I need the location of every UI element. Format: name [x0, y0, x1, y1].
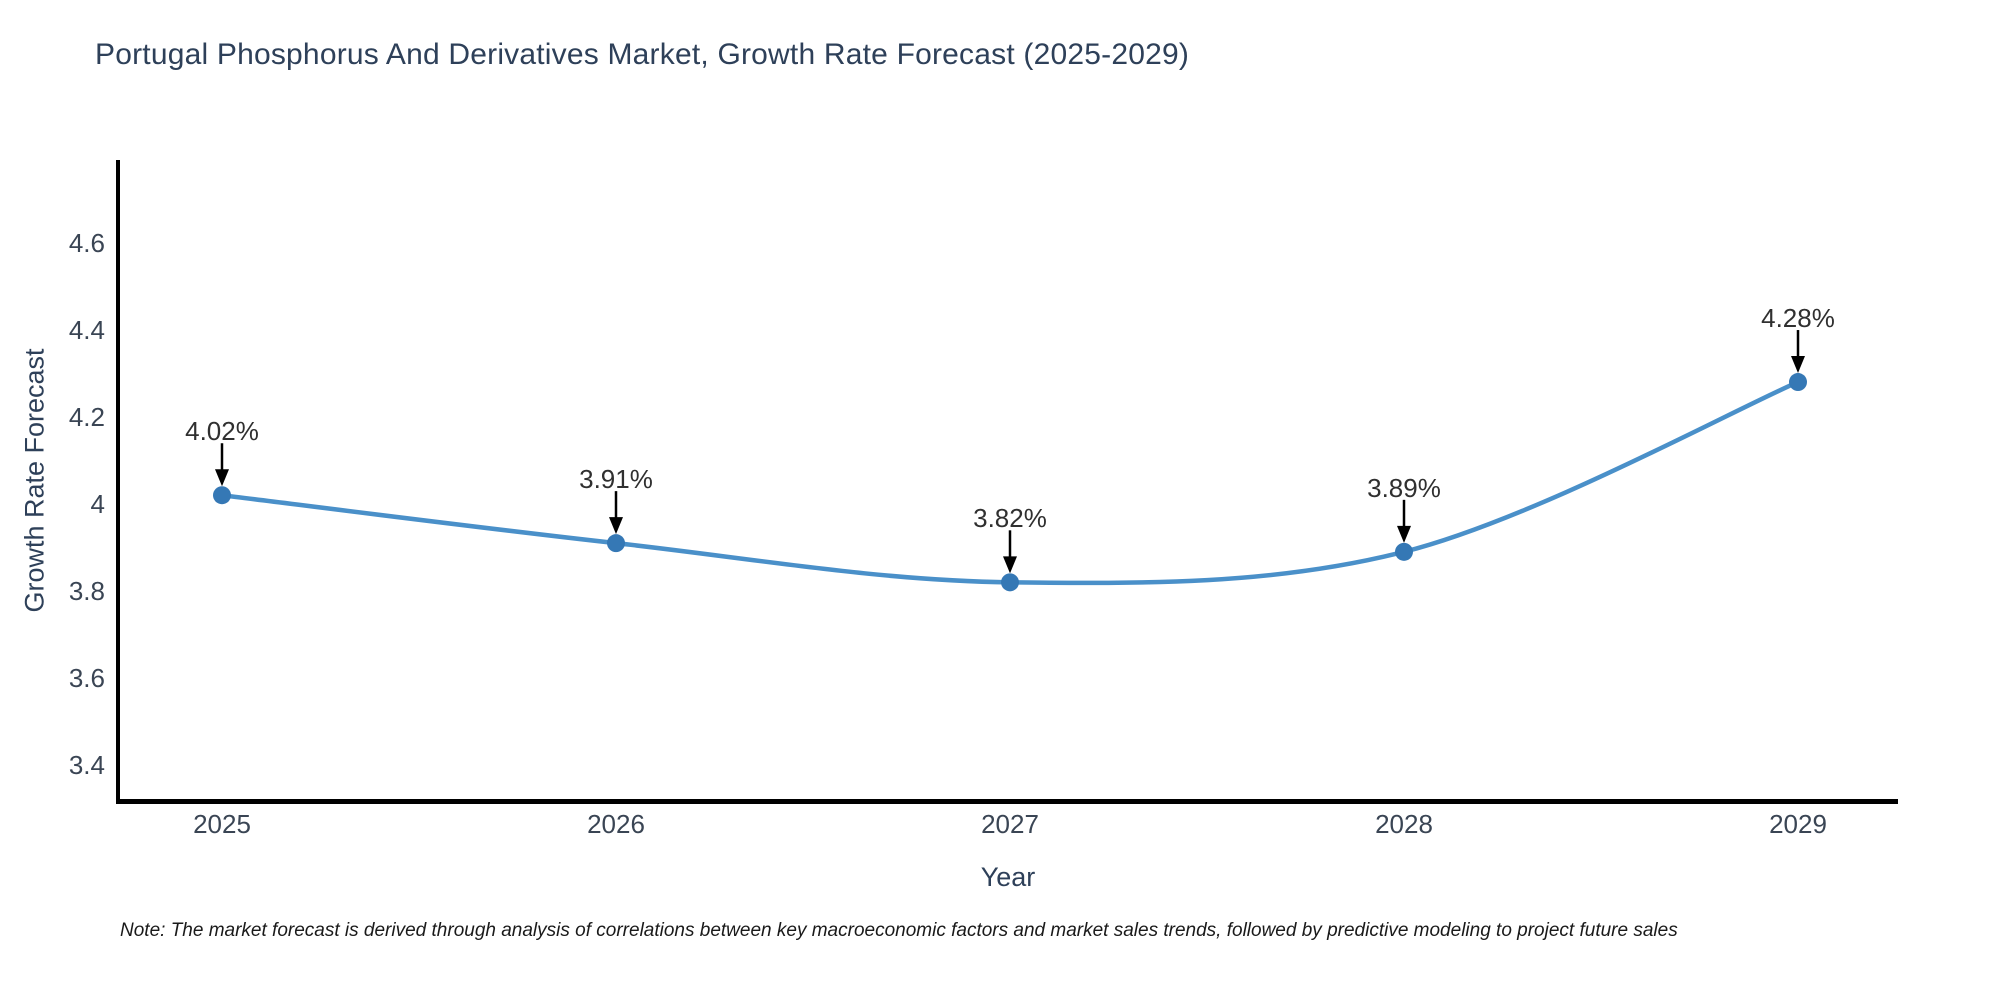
footnote: Note: The market forecast is derived thr… — [120, 920, 1678, 941]
x-axis-spine — [116, 799, 1898, 804]
x-tick-label: 2025 — [193, 809, 251, 839]
point-value-label: 4.28% — [1761, 303, 1835, 334]
point-value-label: 3.91% — [579, 464, 653, 495]
data-point-marker — [213, 486, 231, 505]
y-tick-label: 4.6 — [68, 227, 105, 258]
y-tick-label: 4.2 — [68, 401, 105, 432]
y-tick-label: 3.8 — [68, 576, 105, 607]
x-tick-label: 2028 — [1375, 809, 1433, 839]
annotation-arrow-head — [1003, 556, 1017, 574]
y-tick-label: 4 — [90, 488, 105, 519]
annotation-arrow-head — [1397, 525, 1411, 543]
annotation-arrow-head — [609, 517, 623, 535]
data-point-marker — [1395, 542, 1413, 561]
y-axis-spine — [116, 160, 120, 803]
annotation-arrow-head — [1791, 356, 1805, 374]
x-tick-label: 2029 — [1769, 809, 1827, 839]
x-tick-label: 2027 — [981, 809, 1039, 839]
point-value-label: 3.89% — [1367, 472, 1441, 503]
data-point-marker — [607, 534, 625, 553]
data-point-marker — [1789, 373, 1807, 392]
point-value-label: 3.82% — [973, 503, 1047, 534]
annotation-arrow-head — [215, 469, 229, 487]
y-tick-label: 3.6 — [68, 663, 105, 694]
data-point-marker — [1001, 573, 1019, 592]
point-value-label: 4.02% — [185, 416, 259, 447]
y-tick-label: 3.4 — [68, 750, 105, 781]
chart-title: Portugal Phosphorus And Derivatives Mark… — [95, 38, 1190, 71]
y-tick-label: 4.4 — [68, 314, 105, 345]
x-axis-title: Year — [980, 862, 1036, 892]
x-tick-label: 2026 — [587, 809, 645, 839]
